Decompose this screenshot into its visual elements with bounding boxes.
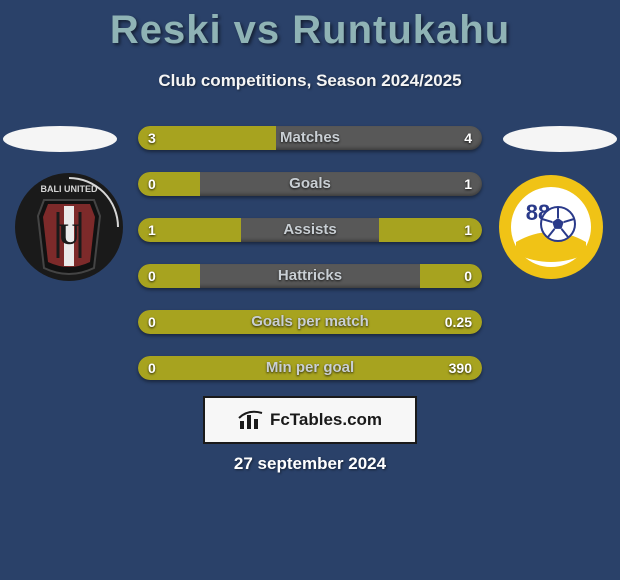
stat-value-right: 1 — [464, 218, 472, 242]
stat-label: Goals — [138, 172, 482, 196]
team-crest-right: 88 — [496, 172, 606, 282]
badge-icon: 88 — [496, 172, 606, 282]
stat-label: Hattricks — [138, 264, 482, 288]
stat-label: Assists — [138, 218, 482, 242]
stat-label: Goals per match — [138, 310, 482, 334]
stat-row: 0Min per goal390 — [138, 356, 482, 380]
comparison-date: 27 september 2024 — [0, 454, 620, 474]
stat-row: 3Matches4 — [138, 126, 482, 150]
comparison-title: Reski vs Runtukahu — [0, 0, 620, 53]
stat-value-right: 1 — [464, 172, 472, 196]
watermark-box: FcTables.com — [203, 396, 417, 444]
chart-bars-icon — [238, 409, 264, 431]
svg-text:U: U — [58, 218, 80, 251]
stat-value-right: 4 — [464, 126, 472, 150]
stat-row: 0Goals per match0.25 — [138, 310, 482, 334]
comparison-subtitle: Club competitions, Season 2024/2025 — [0, 71, 620, 91]
shield-icon: BALI UNITED U — [14, 172, 124, 282]
stat-label: Matches — [138, 126, 482, 150]
player-right-shadow — [503, 126, 617, 152]
stat-value-right: 0.25 — [445, 310, 472, 334]
stat-label: Min per goal — [138, 356, 482, 380]
player-left-shadow — [3, 126, 117, 152]
stat-row: 0Goals1 — [138, 172, 482, 196]
stat-row: 0Hattricks0 — [138, 264, 482, 288]
watermark-text: FcTables.com — [270, 410, 382, 430]
crest-left-text: BALI UNITED — [41, 184, 98, 194]
stats-bars: 3Matches40Goals11Assists10Hattricks00Goa… — [138, 126, 482, 402]
stat-value-right: 390 — [449, 356, 472, 380]
stat-row: 1Assists1 — [138, 218, 482, 242]
team-crest-left: BALI UNITED U — [14, 172, 124, 282]
stat-value-right: 0 — [464, 264, 472, 288]
